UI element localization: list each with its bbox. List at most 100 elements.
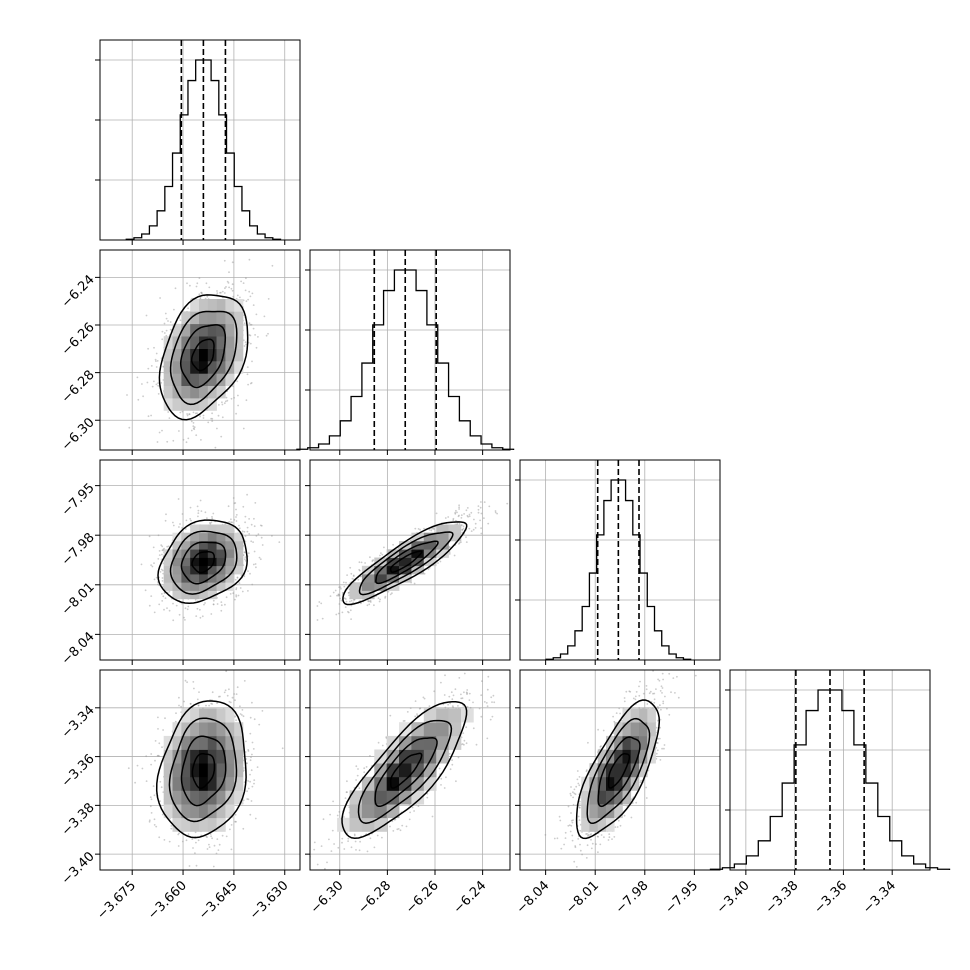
density-cell: [181, 385, 191, 399]
scatter-point: [577, 815, 580, 818]
scatter-point: [478, 707, 481, 710]
density-cell: [181, 361, 191, 374]
contour-line-4: [341, 701, 468, 840]
scatter-point: [197, 512, 200, 514]
density-cell: [234, 541, 244, 550]
scatter-point: [212, 865, 215, 868]
scatter-point: [586, 844, 589, 847]
scatter-point: [158, 431, 161, 434]
density-cell: [207, 735, 217, 750]
scatter-point: [235, 508, 237, 511]
scatter-point: [208, 846, 211, 848]
density-cell: [225, 348, 235, 362]
density-cell: [589, 790, 598, 805]
x-tick-label: −7.98: [613, 878, 652, 917]
scatter-point: [676, 675, 678, 678]
scatter-point: [469, 706, 472, 709]
density-cell: [190, 722, 200, 737]
scatter-point: [157, 534, 160, 537]
scatter-point: [257, 336, 259, 338]
scatter-point: [569, 830, 572, 833]
scatter-point: [360, 602, 362, 605]
density-cell: [423, 722, 437, 737]
density-cell: [199, 790, 209, 805]
scatter-point: [454, 688, 457, 691]
density-cell: [199, 565, 209, 575]
scatter-point: [461, 743, 464, 745]
scatter-point: [238, 582, 241, 584]
scatter-point: [341, 611, 344, 614]
scatter-point: [190, 875, 192, 877]
scatter-point: [340, 587, 342, 590]
scatter-point: [661, 747, 663, 750]
scatter-point: [235, 693, 238, 695]
scatter-point: [180, 705, 183, 708]
scatter-point: [234, 813, 237, 816]
scatter-point: [179, 523, 181, 525]
scatter-point: [402, 720, 405, 722]
scatter-point: [645, 688, 648, 691]
scatter-point: [250, 540, 253, 543]
scatter-point: [599, 843, 602, 846]
density-cell: [190, 582, 200, 591]
scatter-point: [149, 796, 152, 799]
scatter-point: [662, 678, 664, 681]
scatter-point: [352, 601, 355, 604]
scatter-point: [359, 840, 361, 843]
scatter-point: [458, 523, 461, 525]
density-cell: [207, 722, 217, 737]
density-cell: [225, 582, 235, 591]
scatter-point: [396, 828, 399, 831]
scatter-point: [579, 829, 582, 832]
scatter-point: [477, 511, 480, 514]
scatter-point: [253, 782, 255, 785]
density-cell: [199, 776, 209, 791]
scatter-point: [638, 707, 641, 709]
density-cell: [361, 590, 375, 600]
scatter-point: [200, 439, 202, 441]
scatter-point: [255, 313, 258, 316]
scatter-point: [440, 777, 443, 780]
density-cell: [234, 532, 244, 542]
scatter-point: [151, 385, 154, 388]
scatter-point: [657, 678, 659, 681]
density-cell: [199, 549, 209, 558]
density-cell: [190, 817, 200, 832]
scatter-point: [483, 501, 486, 503]
contour-line-2: [180, 735, 227, 807]
scatter-point: [225, 670, 228, 673]
scatter-point: [578, 784, 581, 787]
scatter-point: [229, 593, 232, 595]
density-cell: [163, 735, 173, 750]
scatter-point: [572, 819, 574, 822]
density-cell: [172, 776, 182, 791]
scatter-point: [246, 530, 249, 533]
scatter-point: [581, 853, 583, 856]
scatter-point: [244, 559, 247, 562]
scatter-point: [157, 384, 160, 387]
scatter-point: [571, 839, 574, 842]
scatter-point: [355, 765, 358, 768]
scatter-point: [349, 566, 352, 569]
scatter-point: [195, 841, 197, 844]
scatter-point: [579, 843, 581, 846]
density-cell: [216, 311, 226, 325]
scatter-point: [261, 710, 264, 712]
scatter-point: [244, 556, 247, 558]
scatter-point: [153, 794, 156, 797]
scatter-point: [619, 824, 622, 827]
scatter-point: [159, 800, 162, 802]
density-cell: [606, 776, 615, 791]
contour-line-3: [169, 310, 238, 406]
scatter-point: [186, 413, 189, 415]
scatter-point: [225, 396, 228, 399]
scatter-point: [239, 705, 241, 708]
scatter-point: [423, 527, 425, 530]
scatter-point: [448, 695, 451, 698]
x-tick-label: −6.24: [451, 878, 490, 917]
contour-line-3: [358, 531, 454, 596]
scatter-point: [178, 613, 181, 616]
scatter-point: [161, 569, 164, 572]
density-cell: [216, 763, 226, 778]
scatter-point: [656, 749, 659, 752]
